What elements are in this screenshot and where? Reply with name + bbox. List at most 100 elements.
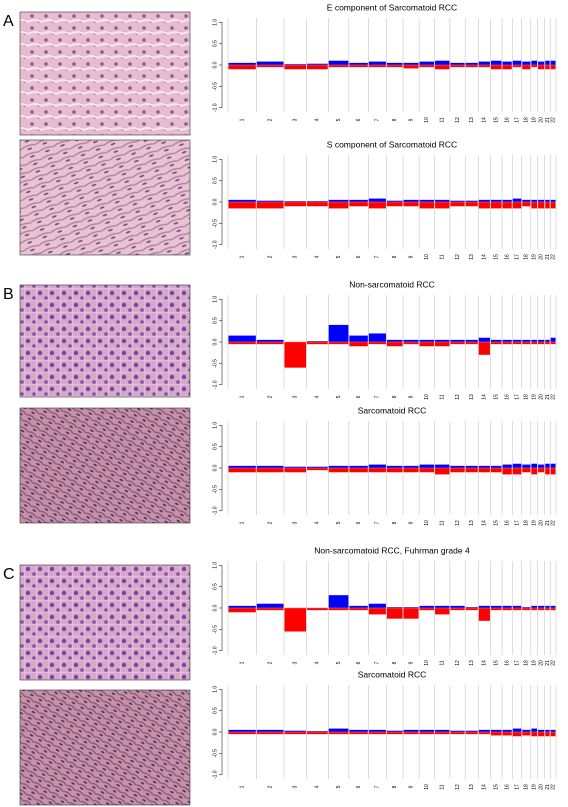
bar (386, 65, 403, 68)
x-tick-label: 14 (482, 254, 488, 260)
x-tick-label: 13 (469, 394, 475, 400)
bar (256, 202, 284, 209)
panel-label: C (3, 566, 15, 583)
x-tick-label: 1 (239, 395, 245, 398)
bar (531, 605, 538, 608)
bar (419, 202, 435, 209)
bar (307, 202, 328, 207)
x-tick-label: 13 (469, 520, 475, 526)
bar (450, 605, 465, 608)
bar (522, 202, 531, 207)
bar (490, 465, 502, 468)
x-tick-label: 13 (469, 117, 475, 123)
bar (538, 729, 545, 732)
x-tick-label: 3 (293, 785, 299, 788)
bar (478, 65, 490, 68)
bar (256, 61, 284, 65)
x-tick-label: 5 (336, 118, 342, 121)
x-tick-label: 9 (408, 785, 414, 788)
bar (403, 202, 419, 207)
bar (545, 729, 550, 732)
bar (349, 605, 368, 608)
bar (550, 729, 556, 732)
bar (450, 468, 465, 473)
x-tick-label: 8 (392, 118, 398, 121)
x-tick-label: 1 (239, 255, 245, 258)
bar (228, 465, 256, 468)
bar (435, 732, 450, 735)
bar (522, 607, 531, 608)
bar (478, 337, 490, 342)
histology-image (19, 284, 191, 398)
x-tick-label: 15 (494, 784, 500, 790)
bar (490, 199, 502, 202)
panel-label: B (3, 286, 14, 303)
bar (328, 65, 349, 68)
bar (328, 468, 349, 473)
x-tick-label: 6 (356, 255, 362, 258)
y-tick-label: -0.5 (212, 219, 218, 228)
y-tick-label: -1.0 (212, 506, 218, 515)
y-tick-label: -0.5 (212, 749, 218, 758)
bar (349, 468, 368, 473)
bar (307, 608, 328, 611)
bar (490, 732, 502, 736)
bar (349, 732, 368, 735)
bar (349, 342, 368, 347)
x-tick-label: 8 (392, 521, 398, 524)
x-tick-label: 20 (538, 660, 544, 666)
x-tick-label: 1 (239, 118, 245, 121)
bar (228, 729, 256, 732)
x-tick-label: 15 (494, 520, 500, 526)
bar (256, 603, 284, 608)
bar (490, 60, 502, 65)
x-tick-label: 18 (524, 660, 530, 666)
bar (256, 608, 284, 611)
bar (450, 732, 465, 735)
bar (512, 65, 522, 68)
bar (512, 342, 522, 345)
bar (419, 605, 435, 608)
bar (550, 202, 556, 209)
bar (450, 465, 465, 468)
x-tick-label: 3 (293, 118, 299, 121)
bar (550, 732, 556, 737)
bar (284, 730, 307, 732)
bar (435, 464, 450, 468)
bar (386, 202, 403, 207)
bar (368, 198, 386, 202)
bar (490, 339, 502, 342)
y-tick-label: -1.0 (212, 240, 218, 249)
bar (502, 199, 512, 202)
x-tick-label: 11 (440, 660, 446, 665)
bar (256, 732, 284, 735)
bar (531, 339, 538, 342)
bar (403, 607, 419, 608)
x-tick-label: 19 (532, 784, 538, 790)
bar (550, 337, 556, 342)
x-tick-label: 17 (514, 520, 520, 526)
bar (403, 65, 419, 69)
bar (502, 464, 512, 468)
bar (502, 729, 512, 732)
x-tick-label: 20 (538, 394, 544, 400)
x-tick-label: 14 (482, 520, 488, 526)
bar (450, 65, 465, 68)
x-tick-label: 5 (336, 395, 342, 398)
bar (307, 342, 328, 345)
bar (284, 202, 307, 207)
bar (465, 200, 478, 202)
bar (419, 729, 435, 732)
y-tick-label: -0.5 (212, 625, 218, 634)
bar (403, 339, 419, 342)
bar (531, 65, 538, 68)
x-tick-label: 12 (455, 784, 461, 790)
x-tick-label: 15 (494, 117, 500, 123)
bar (538, 464, 545, 468)
bar (349, 465, 368, 468)
bar (550, 463, 556, 468)
bar (328, 202, 349, 209)
bar (522, 608, 531, 611)
bar (512, 60, 522, 65)
